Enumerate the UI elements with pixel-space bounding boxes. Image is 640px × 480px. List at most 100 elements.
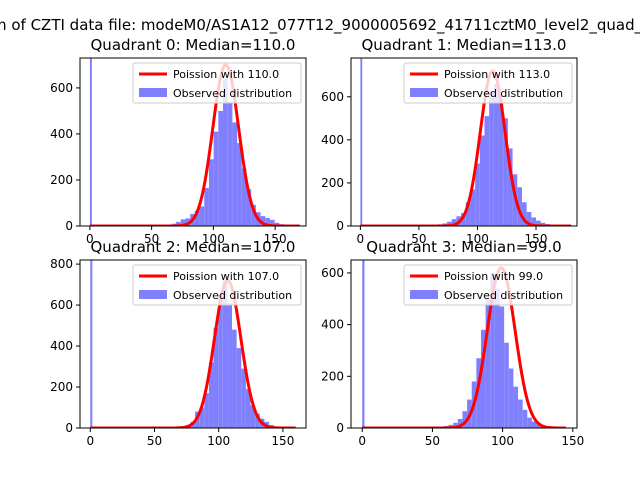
x-tick-label: 0	[357, 232, 365, 246]
observed-bar-zero	[89, 58, 92, 226]
y-tick-label: 800	[50, 257, 73, 271]
observed-bar	[531, 217, 537, 226]
observed-bar	[260, 216, 266, 226]
x-tick-label: 100	[491, 434, 514, 448]
observed-bar	[536, 424, 542, 428]
legend-bar-swatch	[139, 290, 167, 299]
axes-frame	[350, 259, 578, 429]
observed-bar	[255, 413, 260, 428]
observed-bar	[517, 187, 522, 226]
observed-bar	[218, 294, 223, 428]
plot-area	[89, 260, 297, 428]
x-tick-label: 50	[425, 434, 440, 448]
x-tick-label: 100	[202, 232, 225, 246]
axes-frame	[79, 259, 307, 429]
observed-bar	[199, 206, 205, 226]
observed-bar	[204, 188, 209, 226]
observed-bar	[222, 280, 228, 428]
observed-bar	[223, 78, 228, 226]
y-tick-label: 400	[321, 133, 344, 147]
observed-bar	[176, 221, 181, 226]
observed-bar	[476, 358, 481, 428]
axes-frame	[79, 57, 307, 227]
observed-bar	[499, 306, 505, 428]
legend-bar-swatch	[410, 290, 438, 299]
legend-box	[403, 62, 573, 104]
observed-bar	[531, 421, 537, 428]
observed-bar	[521, 202, 527, 226]
y-tick-label: 200	[50, 380, 73, 394]
plot-area	[89, 58, 303, 226]
observed-bar	[245, 389, 251, 428]
observed-bar	[232, 122, 238, 226]
observed-bar	[513, 386, 519, 428]
observed-bar	[274, 222, 280, 226]
x-tick-label: 150	[271, 434, 294, 448]
observed-bar	[494, 288, 500, 428]
observed-bar	[465, 202, 471, 226]
observed-bar	[522, 409, 528, 428]
x-tick-label: 0	[86, 434, 94, 448]
observed-bar	[213, 327, 219, 428]
observed-bar	[180, 219, 186, 226]
observed-bar	[237, 143, 242, 226]
observed-bar	[462, 411, 468, 428]
observed-bar	[527, 417, 532, 428]
plot-area	[361, 260, 567, 428]
observed-bar	[451, 219, 457, 226]
poisson-curve	[89, 63, 301, 226]
x-tick-label: 50	[147, 434, 162, 448]
observed-bar-zero	[362, 260, 365, 428]
observed-bar	[493, 83, 499, 226]
observed-bar	[470, 189, 476, 226]
figure-suptitle: Histogram of CZTI data file: modeM0/AS1A…	[0, 16, 640, 35]
legend-label-observed: Observed distribution	[173, 87, 292, 100]
legend-label-observed: Observed distribution	[173, 289, 292, 302]
observed-bar	[457, 418, 463, 428]
observed-bar	[518, 399, 523, 428]
panel-title: Quadrant 2: Median=107.0	[91, 238, 296, 256]
observed-bar	[489, 92, 494, 226]
quadrant-panel-2: 0 50 100 150 0 200 400 600 800 Quadrant 2: Median…	[50, 238, 307, 448]
y-tick-label: 400	[50, 127, 73, 141]
panel-title: Quadrant 3: Median=99.0	[366, 238, 561, 256]
x-tick-label: 50	[411, 232, 426, 246]
legend-label-poisson: Poission with 107.0	[173, 270, 279, 283]
x-tick-label: 100	[207, 434, 230, 448]
observed-bar-zero	[90, 260, 93, 428]
observed-bar	[490, 272, 495, 428]
y-tick-label: 400	[50, 339, 73, 353]
x-tick-label: 100	[466, 232, 489, 246]
x-tick-label: 0	[358, 434, 366, 448]
legend-label-observed: Observed distribution	[444, 289, 563, 302]
observed-bar	[507, 148, 513, 226]
y-tick-label: 600	[321, 90, 344, 104]
y-tick-label: 200	[50, 173, 73, 187]
observed-bar	[447, 221, 452, 226]
observed-bar	[251, 204, 256, 226]
observed-bar	[241, 368, 246, 428]
quadrant-panel-3: 0 50 100 150 0 200 400 600 Quadrant 3: Median=99…	[321, 238, 584, 448]
x-tick-label: 150	[264, 232, 287, 246]
axes-frame	[350, 57, 578, 227]
legend-label-observed: Observed distribution	[444, 87, 563, 100]
quadrant-panel-1: 0 50 100 150 0 200 400 600 Quadrant 1: Median=11…	[321, 36, 578, 246]
observed-bar	[479, 135, 485, 226]
observed-bar	[540, 222, 546, 226]
observed-bar	[232, 329, 237, 428]
observed-bar	[484, 116, 490, 226]
legend-bar-swatch	[410, 88, 438, 97]
y-tick-label: 200	[321, 369, 344, 383]
legend-label-poisson: Poission with 110.0	[173, 68, 279, 81]
observed-bar	[241, 168, 247, 226]
y-tick-label: 600	[50, 298, 73, 312]
y-tick-label: 0	[65, 219, 73, 233]
legend-label-poisson: Poission with 113.0	[444, 68, 550, 81]
observed-bar	[508, 368, 514, 428]
legend-box	[132, 264, 302, 306]
observed-bar	[227, 101, 233, 226]
legend-box	[403, 264, 573, 306]
quadrant-panel-0: 0 50 100 150 0 200 400 600 Quadrant 0: Median=11…	[50, 36, 307, 246]
observed-bar	[461, 213, 466, 226]
legend-bar-swatch	[139, 88, 167, 97]
